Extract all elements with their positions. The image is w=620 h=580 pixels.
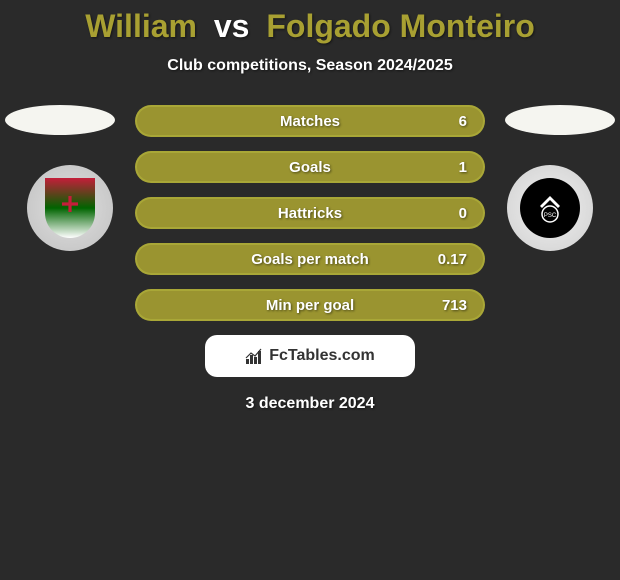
player2-name: Folgado Monteiro	[266, 8, 534, 44]
team2-crest-icon: PSC	[520, 178, 580, 238]
subtitle: Club competitions, Season 2024/2025	[0, 57, 620, 75]
player1-name: William	[85, 8, 197, 44]
logo-text: FcTables.com	[269, 347, 375, 365]
vs-separator: vs	[214, 8, 250, 44]
stat-label: Hattricks	[193, 205, 427, 222]
stat-right-value: 6	[427, 113, 467, 130]
date-label: 3 december 2024	[0, 395, 620, 413]
stat-right-value: 713	[427, 297, 467, 314]
team1-crest-icon	[45, 178, 95, 238]
fctables-logo: FcTables.com	[205, 335, 415, 377]
stat-row-hattricks: Hattricks 0	[135, 197, 485, 229]
left-ellipse-decoration	[5, 105, 115, 135]
team1-badge	[27, 165, 113, 251]
stats-table: Matches 6 Goals 1 Hattricks 0 Goals per …	[135, 105, 485, 321]
stat-right-value: 0	[427, 205, 467, 222]
stat-row-matches: Matches 6	[135, 105, 485, 137]
stat-row-goals-per-match: Goals per match 0.17	[135, 243, 485, 275]
stat-row-goals: Goals 1	[135, 151, 485, 183]
stat-row-min-per-goal: Min per goal 713	[135, 289, 485, 321]
stat-label: Goals per match	[193, 251, 427, 268]
content-area: PSC Matches 6 Goals 1 Hattricks 0 Goals …	[0, 105, 620, 413]
right-ellipse-decoration	[505, 105, 615, 135]
stat-label: Matches	[193, 113, 427, 130]
stat-right-value: 0.17	[427, 251, 467, 268]
stat-right-value: 1	[427, 159, 467, 176]
stat-label: Min per goal	[193, 297, 427, 314]
stat-label: Goals	[193, 159, 427, 176]
svg-text:PSC: PSC	[544, 213, 557, 219]
team2-badge: PSC	[507, 165, 593, 251]
chart-icon	[245, 347, 263, 365]
comparison-title: William vs Folgado Monteiro	[0, 0, 620, 45]
